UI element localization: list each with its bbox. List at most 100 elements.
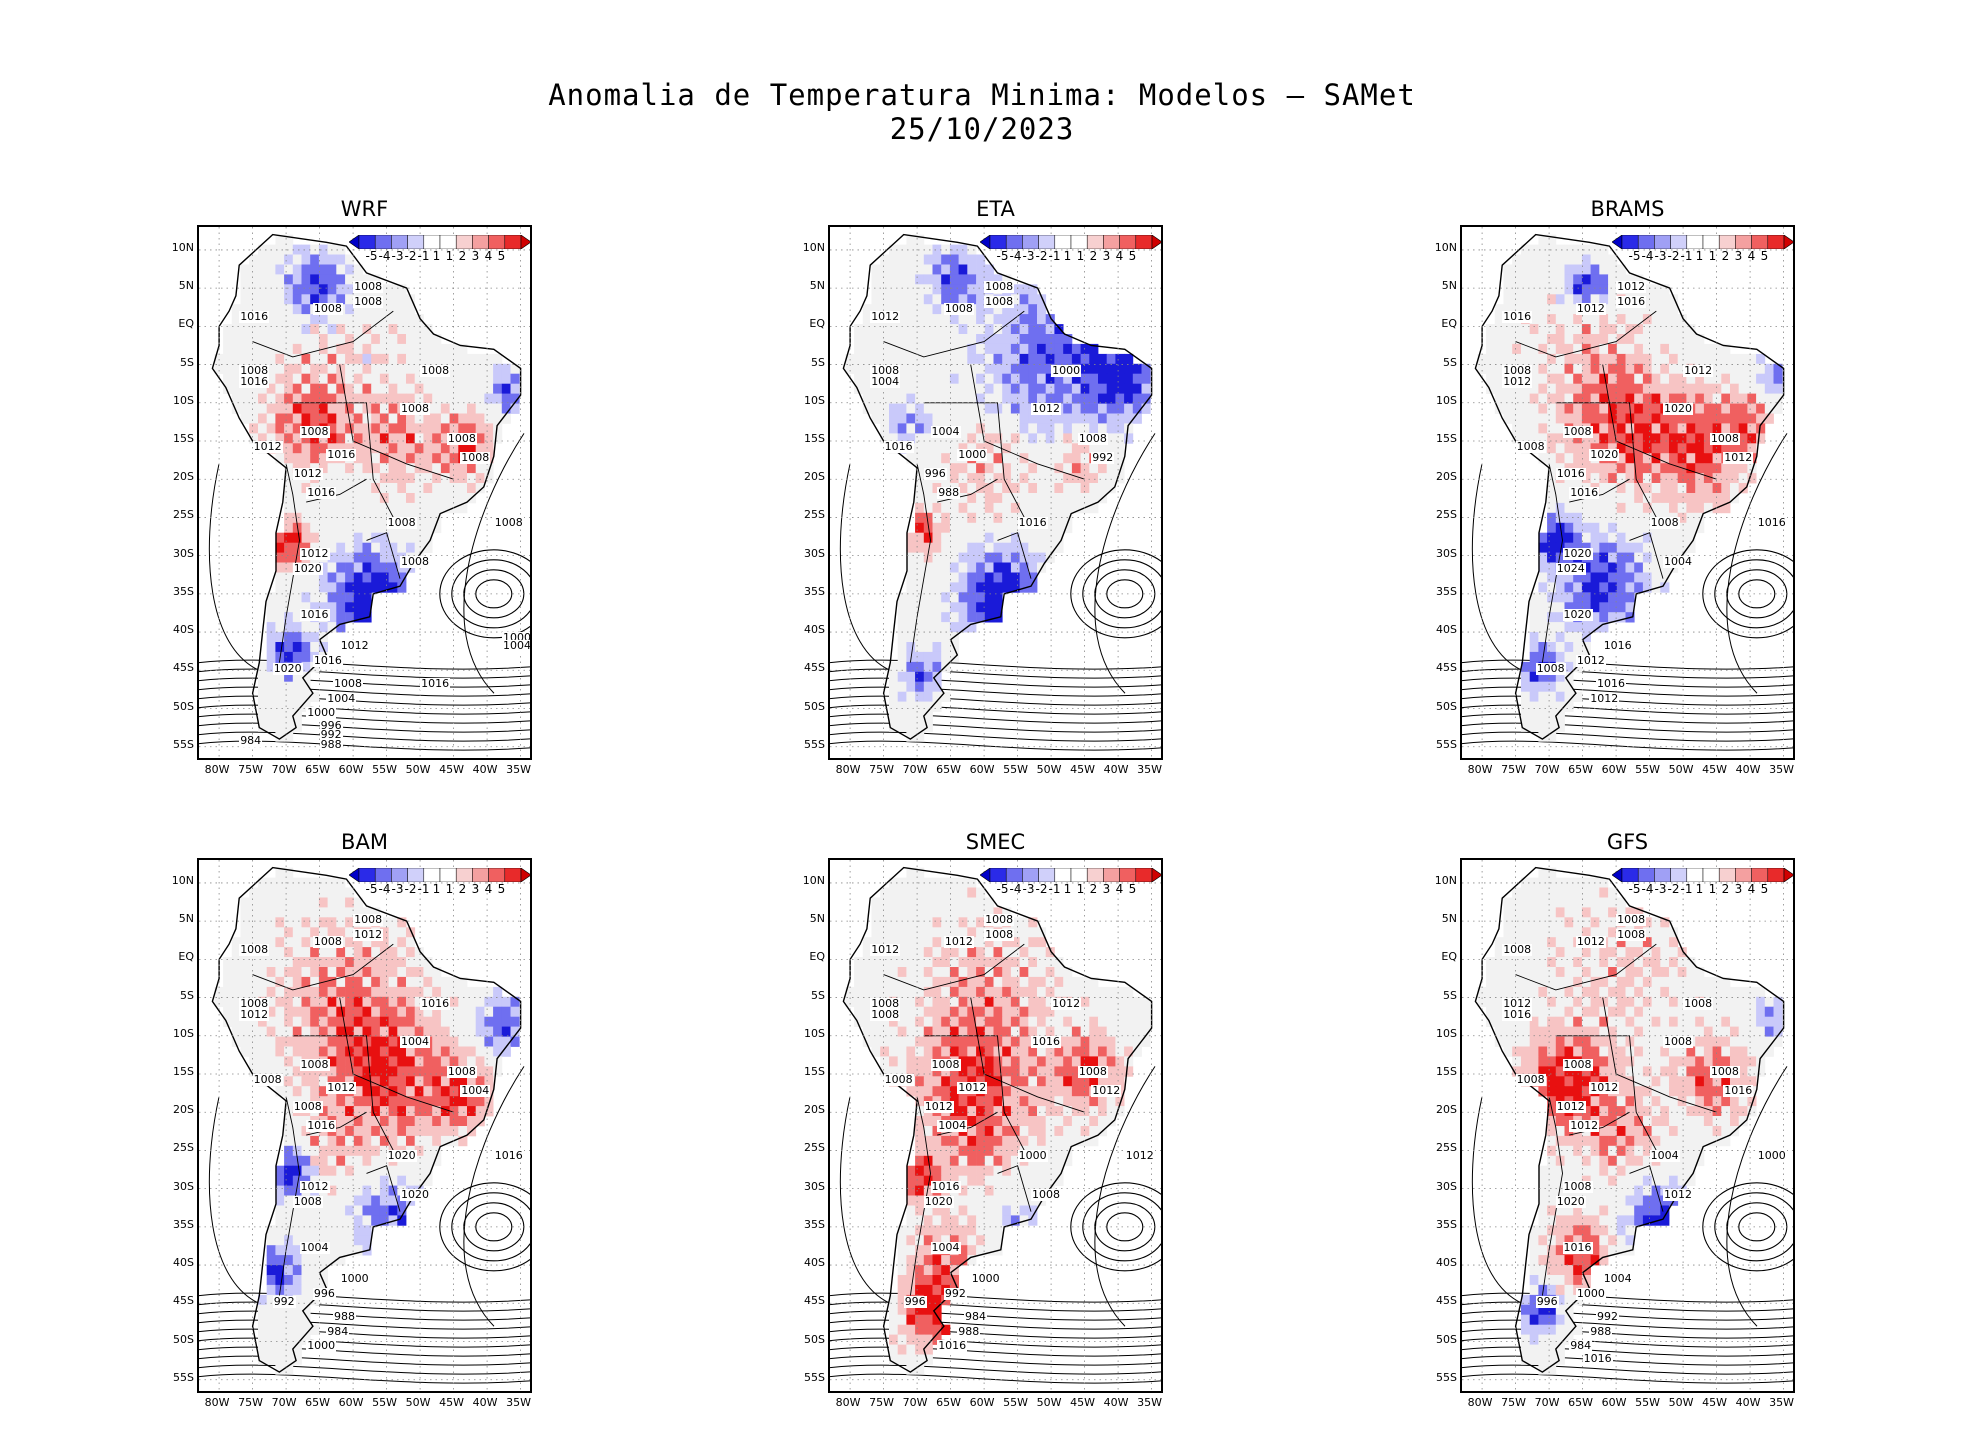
anomaly-cell <box>1756 403 1766 414</box>
anomaly-cell <box>1677 383 1687 394</box>
lat-tick-label: 35S <box>1436 584 1457 598</box>
anomaly-cell <box>1634 334 1644 345</box>
lon-tick-label: 60W <box>1601 763 1627 776</box>
anomaly-cell <box>345 917 355 928</box>
anomaly-cell <box>1028 383 1038 394</box>
anomaly-cell <box>941 651 951 663</box>
anomaly-cell <box>923 512 933 524</box>
anomaly-cell <box>1555 264 1565 275</box>
anomaly-cell <box>993 1076 1003 1087</box>
anomaly-cell <box>1019 1036 1029 1047</box>
anomaly-cell <box>932 917 942 928</box>
anomaly-cell <box>1106 413 1116 424</box>
anomaly-cell <box>967 976 977 988</box>
anomaly-cell <box>467 423 477 434</box>
anomaly-cell <box>371 413 381 424</box>
anomaly-cell <box>1625 522 1635 534</box>
anomaly-cell <box>967 592 977 603</box>
anomaly-cell <box>1608 463 1618 474</box>
anomaly-cell <box>889 957 899 968</box>
anomaly-cell <box>1573 383 1583 394</box>
anomaly-cell <box>993 373 1003 384</box>
anomaly-cell <box>423 413 433 424</box>
legend-label: 5 <box>497 249 506 263</box>
anomaly-cell <box>1002 1116 1012 1127</box>
anomaly-cell <box>1738 483 1748 494</box>
anomaly-cell <box>1529 353 1539 365</box>
anomaly-cell <box>388 1006 398 1017</box>
anomaly-cell <box>923 1016 933 1027</box>
anomaly-cell <box>310 353 320 365</box>
anomaly-cell <box>967 887 977 898</box>
anomaly-cell <box>231 986 241 998</box>
anomaly-cell <box>976 887 986 898</box>
anomaly-cell <box>371 473 381 484</box>
anomaly-cell <box>336 463 346 474</box>
anomaly-cell <box>1634 413 1644 424</box>
anomaly-cell <box>318 572 328 583</box>
anomaly-cell <box>1547 731 1557 742</box>
anomaly-cell <box>897 907 907 918</box>
anomaly-cell <box>249 986 259 998</box>
anomaly-cell <box>292 1036 302 1047</box>
anomaly-cell <box>1098 1116 1108 1127</box>
anomaly-cell <box>1581 502 1591 514</box>
anomaly-cell <box>1756 413 1766 424</box>
lat-tick-label: 30S <box>1436 546 1457 560</box>
anomaly-cell <box>223 324 233 335</box>
anomaly-cell <box>345 1235 355 1246</box>
anomaly-cell <box>449 423 459 434</box>
anomaly-cell <box>906 1066 916 1077</box>
anomaly-cell <box>327 1175 337 1186</box>
anomaly-cell <box>976 917 986 928</box>
anomaly-cell <box>915 1046 925 1057</box>
anomaly-cell <box>440 976 450 988</box>
anomaly-cell <box>1547 453 1557 464</box>
anomaly-cell <box>958 612 968 623</box>
anomaly-cell <box>231 393 241 404</box>
anomaly-cell <box>432 1126 442 1137</box>
anomaly-cell <box>1590 314 1600 325</box>
anomaly-cell <box>284 1046 294 1057</box>
anomaly-cell <box>993 582 1003 593</box>
anomaly-cell <box>1756 393 1766 404</box>
anomaly-cell <box>258 1304 268 1316</box>
anomaly-cell <box>1019 353 1029 365</box>
anomaly-cell <box>1028 947 1038 958</box>
anomaly-cell <box>941 1165 951 1176</box>
anomaly-cell <box>915 542 925 553</box>
anomaly-cell <box>1028 937 1038 948</box>
anomaly-cell <box>906 996 916 1008</box>
anomaly-cell <box>318 522 328 534</box>
anomaly-cell <box>223 1016 233 1027</box>
anomaly-cell <box>915 1135 925 1147</box>
lon-tick-label: 65W <box>305 1396 331 1409</box>
anomaly-cell <box>1054 1175 1064 1186</box>
anomaly-cell <box>932 1016 942 1027</box>
anomaly-cell <box>923 887 933 898</box>
anomaly-cell <box>1080 403 1090 414</box>
anomaly-cell <box>292 314 302 325</box>
lat-tick-label: 15S <box>173 1065 194 1078</box>
anomaly-cell <box>388 1016 398 1027</box>
anomaly-cell <box>1547 632 1557 643</box>
lat-tick-label: 55S <box>804 737 825 751</box>
anomaly-cell <box>1660 314 1670 325</box>
anomaly-cell <box>362 967 372 978</box>
anomaly-cell <box>266 383 276 394</box>
anomaly-cell <box>318 1215 328 1226</box>
anomaly-cell <box>1045 393 1055 404</box>
figure-title-line1: Anomalia de Temperatura Minima: Modelos … <box>548 78 1416 112</box>
anomaly-cell <box>1098 1096 1108 1107</box>
anomaly-cell <box>941 1215 951 1226</box>
legend-swatch <box>1103 235 1120 249</box>
anomaly-cell <box>1555 284 1565 295</box>
anomaly-cell <box>1124 986 1134 998</box>
anomaly-cell <box>1608 473 1618 484</box>
anomaly-cell <box>993 1195 1003 1206</box>
anomaly-cell <box>493 423 503 434</box>
anomaly-cell <box>284 1195 294 1206</box>
anomaly-cell <box>949 453 959 464</box>
anomaly-cell <box>1712 373 1722 384</box>
anomaly-cell <box>1019 413 1029 424</box>
